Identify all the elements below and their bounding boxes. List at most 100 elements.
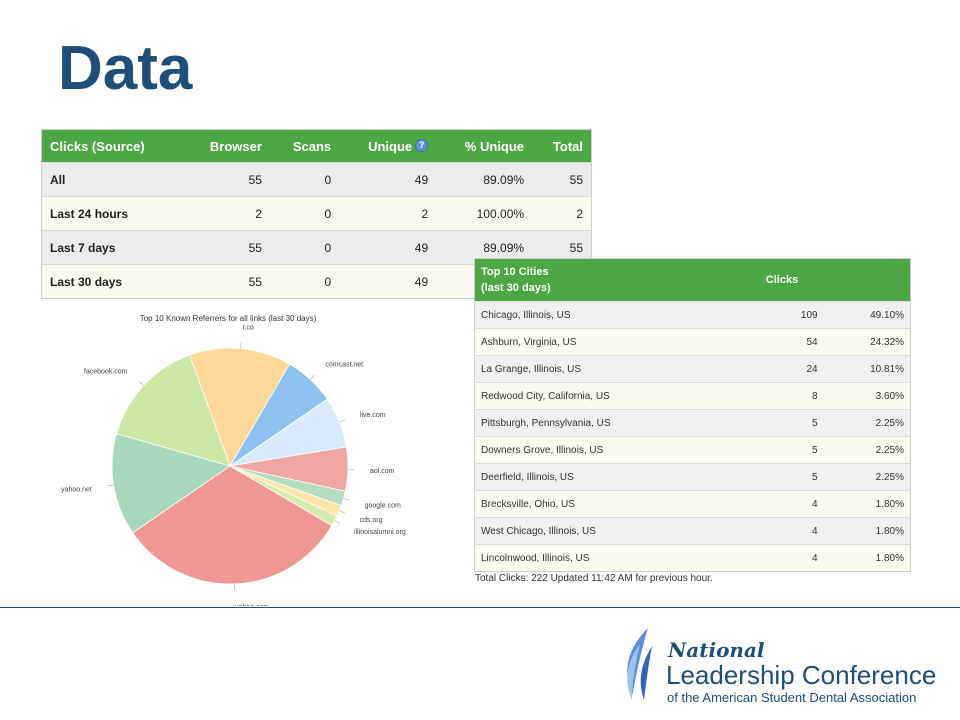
- pie-label: t.co: [243, 325, 254, 332]
- col-header-percent: [823, 258, 911, 302]
- table-row: Downers Grove, Illinois, US 5 2.25%: [474, 436, 911, 464]
- percent-cell: 2.25%: [823, 436, 911, 464]
- table-row: Lincolnwood, Illinois, US 4 1.80%: [474, 544, 911, 572]
- pie-label: comcast.net: [325, 362, 363, 369]
- pie-leader-line: [240, 342, 242, 349]
- table-cell: 0: [269, 196, 340, 231]
- table-cell: 49: [339, 264, 437, 299]
- table-row: Deerfield, Illinois, US 5 2.25%: [474, 463, 911, 491]
- table-cell: 0: [269, 264, 340, 299]
- pie-label: illinoisalumni.org: [354, 529, 406, 536]
- conference-logo: National Leadership Conference of the Am…: [610, 620, 940, 710]
- pie-leader-line: [139, 381, 144, 386]
- logo-national-text: National: [668, 638, 765, 662]
- table-cell: 55: [183, 230, 270, 265]
- percent-cell: 1.80%: [823, 490, 911, 518]
- col-header-unique-label: Unique: [368, 138, 413, 154]
- city-cell: Deerfield, Illinois, US: [474, 463, 741, 491]
- percent-cell: 1.80%: [823, 517, 911, 545]
- percent-cell: 49.10%: [823, 301, 911, 329]
- city-cell: West Chicago, Illinois, US: [474, 517, 741, 545]
- clicks-cell: 4: [740, 490, 824, 518]
- table-cell: 2: [183, 196, 270, 231]
- pie-leader-line: [334, 520, 340, 524]
- pie-leader-line: [310, 375, 315, 380]
- pie-label: aol.com: [370, 468, 395, 475]
- percent-cell: 2.25%: [823, 463, 911, 491]
- top-cities-table: Top 10 Cities (last 30 days) Clicks Chic…: [474, 258, 911, 572]
- clicks-cell: 4: [740, 517, 824, 545]
- table-cell: 0: [269, 230, 340, 265]
- pie-label: live.com: [360, 412, 386, 419]
- pie-label: google.com: [365, 502, 401, 509]
- table-cell: 49: [339, 162, 437, 197]
- col-header-source: Clicks (Source): [41, 129, 184, 163]
- percent-cell: 3.60%: [823, 382, 911, 410]
- table-header-row: Top 10 Cities (last 30 days) Clicks: [474, 258, 911, 302]
- table-row: Ashburn, Virginia, US 54 24.32%: [474, 328, 911, 356]
- table-row: All 55 0 49 89.09% 55: [41, 162, 592, 197]
- clicks-cell: 5: [740, 409, 824, 437]
- col-header-browser: Browser: [183, 129, 270, 163]
- table-cell: 49: [339, 230, 437, 265]
- col-header-scans: Scans: [269, 129, 340, 163]
- table-cell: Last 30 days: [41, 264, 184, 299]
- table-row: La Grange, Illinois, US 24 10.81%: [474, 355, 911, 383]
- table-cell: 100.00%: [436, 196, 533, 231]
- table-cell: 89.09%: [436, 162, 533, 197]
- clicks-cell: 24: [740, 355, 824, 383]
- table-cell: 2: [532, 196, 592, 231]
- table-cell: 0: [269, 162, 340, 197]
- help-icon[interactable]: ?: [415, 138, 429, 152]
- col-header-city: Top 10 Cities (last 30 days): [474, 258, 741, 302]
- pie-label: yahoo.com: [235, 604, 269, 606]
- city-cell: Downers Grove, Illinois, US: [474, 436, 741, 464]
- clicks-cell: 5: [740, 436, 824, 464]
- referrers-pie-chart: Top 10 Known Referrers for all links (la…: [40, 306, 460, 606]
- pie-leader-line: [339, 510, 345, 514]
- pie-label: cds.org: [360, 517, 383, 524]
- table-row: West Chicago, Illinois, US 4 1.80%: [474, 517, 911, 545]
- table-cell: 55: [532, 162, 592, 197]
- table-cell: Last 7 days: [41, 230, 184, 265]
- table-row: Redwood City, California, US 8 3.60%: [474, 382, 911, 410]
- pie-label: yahoo.net: [61, 487, 92, 494]
- clicks-cell: 4: [740, 544, 824, 572]
- col-header-unique: Unique?: [339, 129, 437, 163]
- percent-cell: 2.25%: [823, 409, 911, 437]
- pie-leader-line: [339, 419, 346, 423]
- table-cell: 55: [183, 162, 270, 197]
- pie-slice-yahoo-com: [132, 465, 333, 585]
- clicks-cell: 5: [740, 463, 824, 491]
- chart-title: Top 10 Known Referrers for all links (la…: [140, 314, 317, 323]
- table-row: Pittsburgh, Pennsylvania, US 5 2.25%: [474, 409, 911, 437]
- table-row: Last 7 days 55 0 49 89.09% 55: [41, 230, 592, 265]
- slide-title: Data: [58, 34, 193, 103]
- col-header-pct-unique: % Unique: [436, 129, 533, 163]
- table-cell: 55: [183, 264, 270, 299]
- table-row: Last 24 hours 2 0 2 100.00% 2: [41, 196, 592, 231]
- table-cell: 2: [339, 196, 437, 231]
- city-cell: La Grange, Illinois, US: [474, 355, 741, 383]
- pie-slice-facebook-com: [116, 354, 231, 467]
- col-header-city-line2: (last 30 days): [481, 282, 551, 294]
- col-header-total: Total: [532, 129, 592, 163]
- pie-slice-yahoo-net: [111, 433, 231, 534]
- table-cell: Last 24 hours: [41, 196, 184, 231]
- footer-divider: [0, 607, 960, 608]
- pie-label: facebook.com: [84, 369, 128, 376]
- pie-chart-svg: Top 10 Known Referrers for all links (la…: [61, 314, 406, 606]
- table-row: Brecksville, Ohio, US 4 1.80%: [474, 490, 911, 518]
- percent-cell: 24.32%: [823, 328, 911, 356]
- city-cell: Brecksville, Ohio, US: [474, 490, 741, 518]
- clicks-cell: 109: [740, 301, 824, 329]
- col-header-clicks: Clicks: [740, 258, 824, 302]
- city-cell: Ashburn, Virginia, US: [474, 328, 741, 356]
- logo-conference-name: Leadership Conference: [666, 660, 937, 690]
- col-header-city-line1: Top 10 Cities: [481, 266, 549, 278]
- flame-icon: [627, 628, 652, 700]
- clicks-cell: 8: [740, 382, 824, 410]
- city-cell: Redwood City, California, US: [474, 382, 741, 410]
- clicks-cell: 54: [740, 328, 824, 356]
- pie-leader-line: [343, 498, 350, 501]
